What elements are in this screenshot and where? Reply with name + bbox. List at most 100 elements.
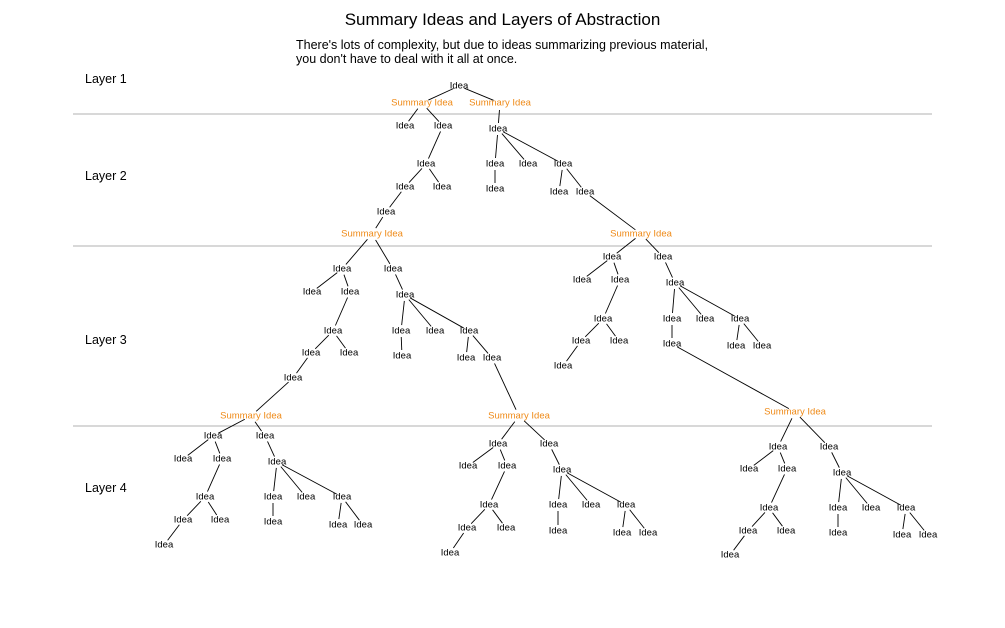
tree-edge [565,474,588,501]
tree-edge [345,239,368,265]
tree-edge [567,472,621,503]
idea-node: Idea [480,500,499,511]
tree-edge [296,357,308,374]
tree-edge [559,169,563,187]
idea-node: Idea [721,550,740,561]
idea-node: Idea [354,520,373,531]
tree-edge [743,323,759,342]
tree-edge [645,238,660,253]
tree-edge [428,88,454,101]
idea-node: Idea [174,515,193,526]
tree-edge [280,466,303,493]
tree-edge [389,191,402,208]
tree-edge [343,274,349,287]
tree-edge [523,420,545,441]
summary-idea-node: Summary Idea [469,98,531,109]
idea-node: Idea [377,207,396,218]
tree-edge [772,512,783,527]
idea-node: Idea [727,341,746,352]
idea-node: Idea [341,287,360,298]
tree-edge [428,131,441,159]
idea-node: Idea [540,439,559,450]
idea-node: Idea [497,523,516,534]
idea-node: Idea [617,500,636,511]
tree-edge [771,474,785,503]
idea-node: Idea [489,439,508,450]
tree-edge [498,109,500,124]
idea-node: Idea [396,182,415,193]
idea-node: Idea [833,468,852,479]
idea-node: Idea [213,454,232,465]
tree-edge [838,478,842,503]
idea-node: Idea [450,81,469,92]
idea-node: Idea [610,336,629,347]
idea-node: Idea [297,492,316,503]
tree-edge [902,513,906,530]
idea-node: Idea [753,341,772,352]
tree-edge [558,475,562,500]
tree-edge [207,501,218,516]
tree-edge [426,107,440,122]
tree-edge [345,501,360,521]
tree-edge [629,509,645,529]
idea-node: Idea [441,548,460,559]
tree-edge [218,418,246,434]
idea-node: Idea [459,461,478,472]
tree-edge [736,324,740,341]
diagram-subtitle: There's lots of complexity, but due to i… [296,38,708,66]
summary-idea-node: Summary Idea [764,407,826,418]
diagram-title: Summary Ideas and Layers of Abstraction [344,10,661,29]
tree-edge [255,381,289,412]
tree-edge [338,502,342,520]
idea-node: Idea [572,336,591,347]
idea-node: Idea [549,500,568,511]
idea-node: Idea [696,314,715,325]
idea-node: Idea [211,515,230,526]
layer-2-label: Layer 2 [85,169,127,183]
tree-edge [316,272,338,289]
idea-node: Idea [582,500,601,511]
idea-node: Idea [919,530,938,541]
idea-node: Idea [862,503,881,514]
tree-edge [273,467,277,492]
idea-node: Idea [820,442,839,453]
idea-node: Idea [594,314,613,325]
tree-edge [254,421,262,432]
tree-edge [494,363,517,410]
tree-edge [314,334,330,350]
idea-node: Idea [303,287,322,298]
tree-edge [503,131,558,162]
tree-edge [464,87,494,101]
idea-node: Idea [666,278,685,289]
idea-node: Idea [760,503,779,514]
tree-edge [831,452,840,468]
summary-idea-node: Summary Idea [488,411,550,422]
tree-edge [492,509,503,524]
idea-node: Idea [663,314,682,325]
idea-node: Idea [777,526,796,537]
tree-edge [501,421,516,440]
idea-node: Idea [457,353,476,364]
idea-node: Idea [554,159,573,170]
tree-edge [751,512,766,527]
tree-edge [753,450,774,466]
summary-idea-node: Summary Idea [341,229,403,240]
tree-edge [622,510,626,528]
idea-node: Idea [268,457,287,468]
idea-node: Idea [739,526,758,537]
summary-idea-node: Summary Idea [391,98,453,109]
tree-edge [401,300,405,326]
idea-node: Idea [204,431,223,442]
idea-node: Idea [549,526,568,537]
idea-node: Idea [264,492,283,503]
tree-edge [499,449,506,461]
tree-edge [267,441,275,457]
idea-node: Idea [893,530,912,541]
tree-edge [408,108,419,122]
tree-edge [604,285,619,314]
summary-idea-node: Summary Idea [220,411,282,422]
tree-edge [167,524,180,541]
tree-edge [501,133,525,160]
tree-edge [845,477,868,504]
